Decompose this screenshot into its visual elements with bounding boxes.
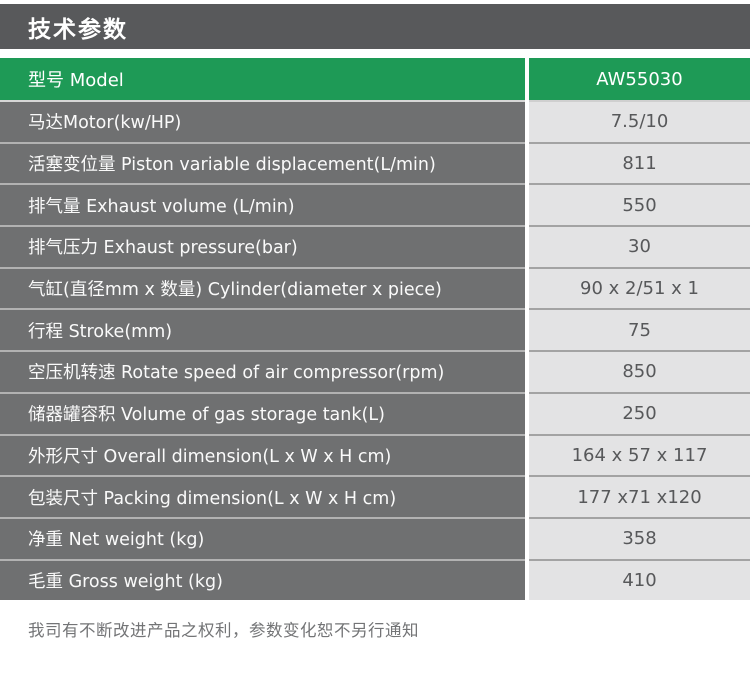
spec-label: 空压机转速 Rotate speed of air compressor(rpm… (0, 350, 525, 392)
spec-value: 811 (529, 141, 750, 184)
table-row-exhaust-volume: 排气量 Exhaust volume (L/min) 550 (0, 183, 750, 226)
table-row-net-weight: 净重 Net weight (kg) 358 (0, 516, 750, 559)
table-row-packing-dimension: 包装尺寸 Packing dimension(L x W x H cm) 177… (0, 475, 750, 517)
spec-label: 包装尺寸 Packing dimension(L x W x H cm) (0, 475, 525, 517)
spec-label: 外形尺寸 Overall dimension(L x W x H cm) (0, 433, 525, 476)
spec-value: 164 x 57 x 117 (529, 433, 750, 476)
spec-value: 410 (529, 558, 750, 601)
spec-value: 90 x 2/51 x 1 (529, 266, 750, 309)
spec-value: 177 x71 x120 (529, 475, 750, 517)
table-row-cylinder: 气缸(直径mm x 数量) Cylinder(diameter x piece)… (0, 266, 750, 309)
table-row-piston-displacement: 活塞变位量 Piston variable displacement(L/min… (0, 141, 750, 184)
table-row-tank-volume: 储器罐容积 Volume of gas storage tank(L) 250 (0, 391, 750, 434)
spec-label: 行程 Stroke(mm) (0, 308, 525, 351)
spec-label: 马达Motor(kw/HP) (0, 100, 525, 142)
spec-label: 排气量 Exhaust volume (L/min) (0, 183, 525, 226)
spec-value: 75 (529, 308, 750, 351)
page-title: 技术参数 (28, 16, 128, 43)
spec-label: 毛重 Gross weight (kg) (0, 558, 525, 601)
table-header-row: 型号 Model AW55030 (0, 58, 750, 100)
table-row-motor: 马达Motor(kw/HP) 7.5/10 (0, 100, 750, 142)
spec-label: 净重 Net weight (kg) (0, 516, 525, 559)
spec-label: 活塞变位量 Piston variable displacement(L/min… (0, 141, 525, 184)
table-row-overall-dimension: 外形尺寸 Overall dimension(L x W x H cm) 164… (0, 433, 750, 476)
spec-value: 850 (529, 350, 750, 392)
spec-label: 储器罐容积 Volume of gas storage tank(L) (0, 391, 525, 434)
spec-sheet-page: 技术参数 型号 Model AW55030 马达Motor(kw/HP) 7.5… (0, 4, 750, 674)
spec-label: 排气压力 Exhaust pressure(bar) (0, 225, 525, 267)
spec-value: 7.5/10 (529, 100, 750, 142)
model-number: AW55030 (529, 58, 750, 100)
table-row-stroke: 行程 Stroke(mm) 75 (0, 308, 750, 351)
spec-table: 型号 Model AW55030 马达Motor(kw/HP) 7.5/10 活… (0, 58, 750, 601)
table-row-exhaust-pressure: 排气压力 Exhaust pressure(bar) 30 (0, 225, 750, 267)
spec-value: 358 (529, 516, 750, 559)
spec-label: 气缸(直径mm x 数量) Cylinder(diameter x piece) (0, 266, 525, 309)
table-row-rotate-speed: 空压机转速 Rotate speed of air compressor(rpm… (0, 350, 750, 392)
disclaimer-note: 我司有不断改进产品之权利，参数变化恕不另行通知 (28, 621, 419, 641)
title-bar: 技术参数 (0, 4, 750, 49)
model-header-label: 型号 Model (0, 58, 525, 100)
spec-value: 250 (529, 391, 750, 434)
table-row-gross-weight: 毛重 Gross weight (kg) 410 (0, 558, 750, 601)
spec-value: 30 (529, 225, 750, 267)
spec-value: 550 (529, 183, 750, 226)
